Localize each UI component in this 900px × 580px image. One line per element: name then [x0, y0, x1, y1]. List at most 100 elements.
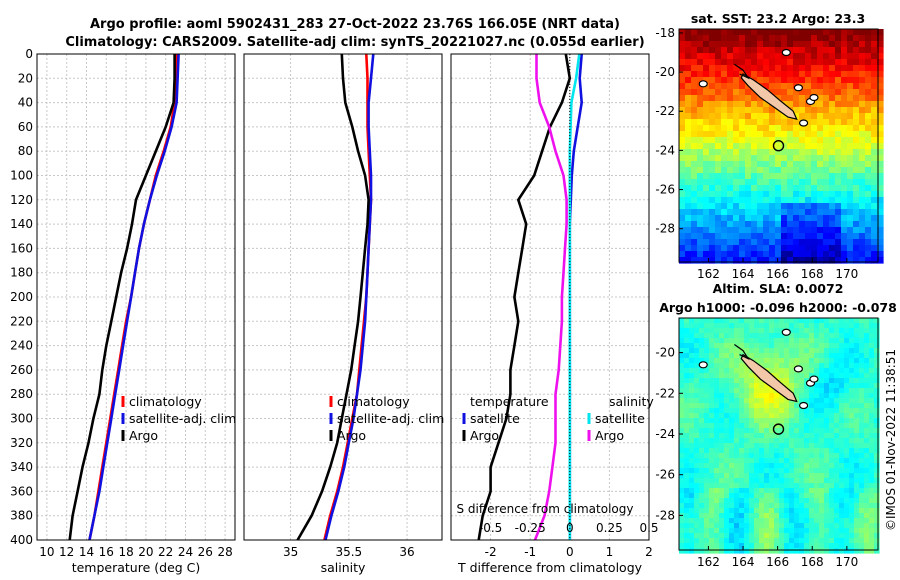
heatmap-cell [715, 101, 722, 108]
heatmap-cell [704, 423, 710, 429]
heatmap-cell [869, 478, 875, 484]
heatmap-cell [719, 363, 725, 369]
heatmap-cell [754, 338, 760, 344]
heatmap-cell [684, 438, 690, 444]
heatmap-cell [794, 453, 800, 459]
heatmap-cell [689, 378, 695, 384]
heatmap-cell [809, 528, 815, 534]
heatmap-cell [757, 209, 764, 216]
heatmap-cell [804, 468, 810, 474]
heatmap-cell [805, 251, 812, 258]
heatmap-cell [784, 323, 790, 329]
heatmap-cell [849, 543, 855, 549]
heatmap-cell [829, 343, 835, 349]
heatmap-cell [751, 149, 758, 156]
heatmap-cell [691, 59, 698, 66]
heatmap-cell [774, 408, 780, 414]
heatmap-cell [727, 221, 734, 228]
heatmap-cell [799, 413, 805, 419]
y-tick-label: -26 [655, 468, 675, 482]
heatmap-cell [733, 197, 740, 204]
heatmap-cell [809, 518, 815, 524]
heatmap-cell [871, 185, 878, 192]
heatmap-cell [799, 185, 806, 192]
heatmap-cell [844, 478, 850, 484]
heatmap-cell [859, 373, 865, 379]
heatmap-cell [727, 101, 734, 108]
heatmap-cell [694, 328, 700, 334]
heatmap-cell [869, 433, 875, 439]
heatmap-cell [849, 538, 855, 544]
heatmap-cell [779, 448, 785, 454]
heatmap-cell [774, 508, 780, 514]
heatmap-cell [849, 548, 855, 554]
heatmap-cell [823, 89, 830, 96]
heatmap-cell [864, 343, 870, 349]
heatmap-cell [793, 71, 800, 78]
heatmap-cell [697, 71, 704, 78]
heatmap-cell [739, 41, 746, 48]
heatmap-cell [704, 383, 710, 389]
heatmap-cell [719, 498, 725, 504]
heatmap-cell [819, 348, 825, 354]
heatmap-cell [709, 227, 716, 234]
heatmap-cell [721, 47, 728, 54]
heatmap-cell [703, 197, 710, 204]
heatmap-cell [684, 483, 690, 489]
heatmap-cell [775, 203, 782, 210]
heatmap-cell [689, 538, 695, 544]
heatmap-cell [714, 438, 720, 444]
heatmap-cell [811, 191, 818, 198]
heatmap-cell [691, 197, 698, 204]
heatmap-cell [859, 383, 865, 389]
heatmap-cell [779, 478, 785, 484]
heatmap-cell [789, 448, 795, 454]
heatmap-cell [704, 488, 710, 494]
heatmap-cell [724, 503, 730, 509]
heatmap-cell [814, 513, 820, 519]
heatmap-cell [844, 528, 850, 534]
heatmap-cell [864, 478, 870, 484]
heatmap-cell [847, 77, 854, 84]
heatmap-cell [714, 403, 720, 409]
heatmap-cell [729, 318, 735, 324]
legend-sal-satellite-label: satellite [595, 411, 645, 426]
heatmap-cell [714, 533, 720, 539]
heatmap-cell [784, 533, 790, 539]
heatmap-cell [847, 203, 854, 210]
heatmap-cell [769, 185, 776, 192]
heatmap-cell [854, 468, 860, 474]
heatmap-cell [757, 77, 764, 84]
heatmap-cell [865, 197, 872, 204]
heatmap-cell [691, 137, 698, 144]
heatmap-cell [849, 323, 855, 329]
heatmap-cell [744, 518, 750, 524]
heatmap-cell [869, 323, 875, 329]
heatmap-cell [865, 107, 872, 114]
heatmap-cell [787, 59, 794, 66]
heatmap-cell [864, 433, 870, 439]
heatmap-cell [689, 513, 695, 519]
y-tick-label: 280 [10, 387, 33, 401]
heatmap-cell [854, 483, 860, 489]
heatmap-cell [694, 438, 700, 444]
heatmap-cell [817, 251, 824, 258]
heatmap-cell [751, 191, 758, 198]
heatmap-cell [864, 423, 870, 429]
heatmap-cell [714, 473, 720, 479]
y-tick-label: -18 [655, 26, 675, 40]
heatmap-cell [859, 185, 866, 192]
heatmap-cell [769, 393, 775, 399]
heatmap-cell [864, 518, 870, 524]
heatmap-cell [877, 185, 884, 192]
heatmap-cell [811, 233, 818, 240]
heatmap-cell [869, 338, 875, 344]
heatmap-cell [869, 413, 875, 419]
heatmap-cell [819, 493, 825, 499]
heatmap-cell [734, 323, 740, 329]
heatmap-cell [751, 125, 758, 132]
heatmap-cell [811, 71, 818, 78]
heatmap-cell [793, 137, 800, 144]
heatmap-cell [727, 83, 734, 90]
